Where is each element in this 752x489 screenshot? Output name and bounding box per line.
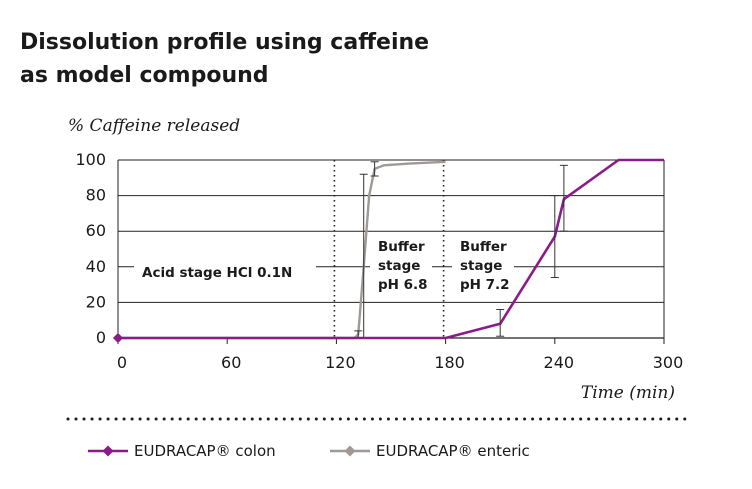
chart-title-line-2: as model compound [20, 63, 269, 88]
series-lines [113, 158, 664, 343]
x-tick-label-60: 60 [221, 353, 241, 372]
y-tick-label-80: 80 [86, 186, 106, 205]
x-tick-label-0: 0 [117, 353, 127, 372]
chart-title-line-1: Dissolution profile using caffeine [20, 30, 430, 55]
x-tick-label-180: 180 [434, 353, 465, 372]
y-tick-label-20: 20 [86, 292, 106, 311]
stage-label-0-line-0: Acid stage HCl 0.1N [142, 265, 292, 281]
stage-label-bg-2 [452, 234, 514, 294]
stage-label-bg-1 [370, 234, 432, 294]
x-tick-label-120: 120 [325, 353, 356, 372]
stage-label-2-line-1: stage [460, 258, 502, 274]
legend-marker-0 [102, 445, 114, 457]
stage-label-1-line-2: pH 6.8 [378, 277, 428, 293]
y-tick-label-60: 60 [86, 221, 106, 240]
legend-marker-1 [344, 445, 356, 457]
y-tick-label-100: 100 [75, 150, 106, 169]
legend: EUDRACAP® colon EUDRACAP® enteric [66, 417, 692, 460]
x-axis-title: Time (min) [581, 383, 675, 403]
stage-label-bg-0 [134, 255, 316, 287]
legend-label-0: EUDRACAP® colon [134, 442, 276, 460]
series-marker-0-0 [113, 333, 123, 343]
y-tick-label-0: 0 [96, 328, 106, 347]
stage-label-2-line-2: pH 7.2 [460, 277, 510, 293]
stage-label-1-line-0: Buffer [378, 239, 425, 255]
stage-dividers: Acid stage HCl 0.1N Buffer stage pH 6.8 Buff… [134, 160, 514, 338]
stage-label-1-line-1: stage [378, 258, 420, 274]
y-axis-title: % Caffeine released [68, 116, 240, 136]
y-tick-label-40: 40 [86, 257, 106, 276]
tick-labels: 0 20 40 60 80 100 0 60 120 180 240 300 [75, 150, 683, 372]
legend-label-1: EUDRACAP® enteric [376, 442, 530, 460]
stage-label-2-line-0: Buffer [460, 239, 507, 255]
gridlines [118, 159, 664, 303]
chart-title: Dissolution profile using caffeine as mo… [20, 26, 429, 92]
series-0 [113, 158, 664, 343]
x-tick-label-300: 300 [653, 353, 684, 372]
x-tick-label-240: 240 [544, 353, 575, 372]
